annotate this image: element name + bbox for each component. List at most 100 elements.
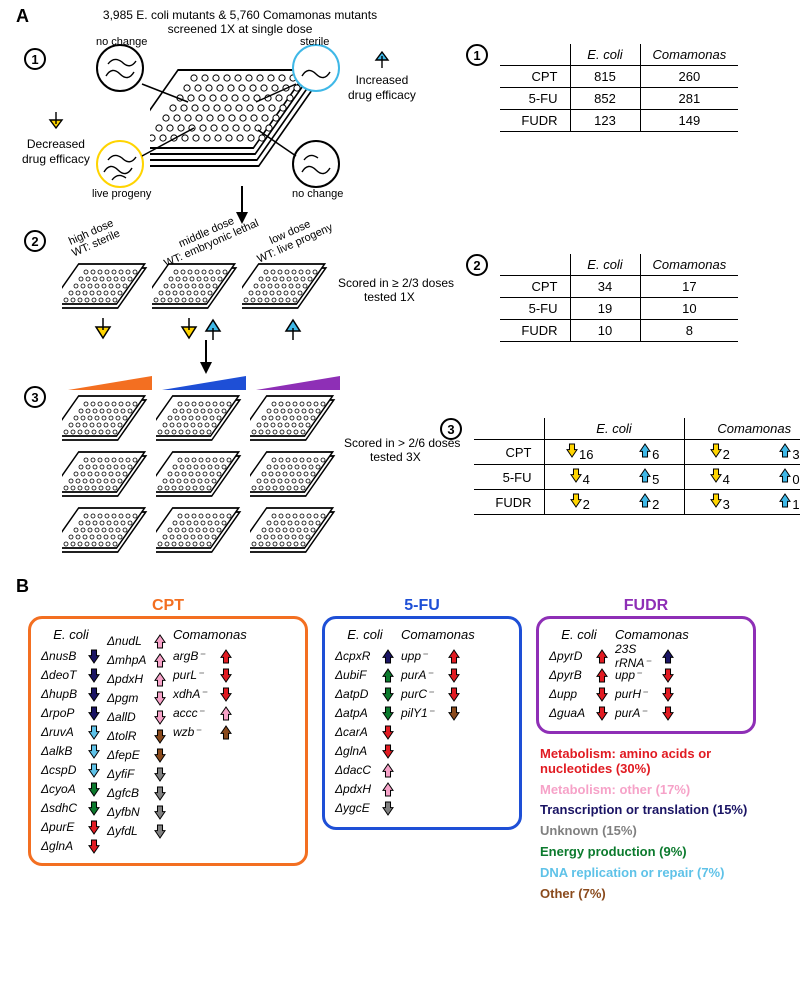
gene-row: ΔcpxR bbox=[335, 647, 395, 665]
panel-label-b: B bbox=[16, 576, 29, 597]
step-2-circle: 2 bbox=[24, 230, 46, 252]
gene-row: ΔyfbN bbox=[107, 803, 167, 821]
gene-row: ΔpyrB bbox=[549, 666, 609, 684]
gene-row: ΔcarA bbox=[335, 723, 395, 741]
dose-mid: middle doseWT: embryonic lethal bbox=[157, 206, 260, 270]
arrow-stage2-3 bbox=[196, 340, 216, 376]
cyan-arrow-s2c bbox=[282, 316, 304, 342]
gene-row: ΔnusB bbox=[41, 647, 101, 665]
gene-row: accc⁻ bbox=[173, 704, 247, 722]
category-legend: Metabolism: amino acids ornucleotides (3… bbox=[540, 744, 747, 904]
gene-row: ΔguaA bbox=[549, 704, 609, 722]
legend-item: Metabolism: other (17%) bbox=[540, 780, 747, 801]
gene-row: ΔnudL bbox=[107, 632, 167, 650]
gene-group-5fu: 5-FU E. coliΔcpxRΔubiFΔatpDΔatpAΔcarAΔgl… bbox=[322, 616, 522, 830]
cyan-arrow-s2b bbox=[202, 316, 224, 342]
plate-high bbox=[62, 262, 152, 320]
gene-row: purA⁻ bbox=[401, 666, 475, 684]
gene-row: purC⁻ bbox=[401, 685, 475, 703]
gene-row: ΔpdxH bbox=[107, 670, 167, 688]
table-3: E. coliComamonas CPT166235-FU4540FUDR223… bbox=[474, 418, 800, 515]
cyan-arrow-icon bbox=[373, 46, 391, 70]
gene-row: upp⁻ bbox=[401, 647, 475, 665]
gene-row: ΔubiF bbox=[335, 666, 395, 684]
gene-row: xdhA⁻ bbox=[173, 685, 247, 703]
gene-row: ΔyfiF bbox=[107, 765, 167, 783]
gene-row: ΔcspD bbox=[41, 761, 101, 779]
gene-row: ΔygcE bbox=[335, 799, 395, 817]
gene-row: ΔtolR bbox=[107, 727, 167, 745]
nochange-label-2: no change bbox=[292, 188, 343, 200]
fu-title: 5-FU bbox=[404, 597, 440, 615]
gene-row: ΔglnA bbox=[335, 742, 395, 760]
gene-row: ΔfepE bbox=[107, 746, 167, 764]
gene-row: ΔdeoT bbox=[41, 666, 101, 684]
step-1-circle: 1 bbox=[24, 48, 46, 70]
gene-row: ΔpurE bbox=[41, 818, 101, 836]
dose-low: low doseWT: live progeny bbox=[251, 211, 335, 266]
legend-item: Transcription or translation (15%) bbox=[540, 800, 747, 821]
gene-row: ΔcyoA bbox=[41, 780, 101, 798]
table-2: E. coliComamonas CPT34175-FU1910FUDR108 bbox=[500, 254, 738, 342]
panel-label-a: A bbox=[16, 6, 29, 27]
gene-group-fudr: FUDR E. coliΔpyrDΔpyrBΔuppΔguaAComamonas… bbox=[536, 616, 756, 734]
gene-row: ΔgfcB bbox=[107, 784, 167, 802]
gene-row: ΔpyrD bbox=[549, 647, 609, 665]
gene-row: ΔalkB bbox=[41, 742, 101, 760]
gene-row: ΔdacC bbox=[335, 761, 395, 779]
table-1: E. coliComamonas CPT8152605-FU852281FUDR… bbox=[500, 44, 738, 132]
plate-mid bbox=[152, 262, 242, 320]
gene-row: ΔatpA bbox=[335, 704, 395, 722]
gene-row: ΔatpD bbox=[335, 685, 395, 703]
gene-row: Δupp bbox=[549, 685, 609, 703]
callout-nochange-2 bbox=[292, 140, 340, 188]
gene-row: ΔyfdL bbox=[107, 822, 167, 840]
legend-item: Other (7%) bbox=[540, 884, 747, 905]
yellow-arrow-icon bbox=[47, 110, 65, 134]
sterile-label: sterile bbox=[300, 36, 329, 48]
top-caption-line1: 3,985 E. coli mutants & 5,760 Comamonas … bbox=[103, 8, 377, 22]
nochange-label-1: no change bbox=[96, 36, 147, 48]
callout-sterile bbox=[292, 44, 340, 92]
wedge-orange bbox=[68, 376, 154, 392]
gene-row: argB⁻ bbox=[173, 647, 247, 665]
gene-row: Δpgm bbox=[107, 689, 167, 707]
wedge-purple bbox=[256, 376, 342, 392]
plate-low bbox=[242, 262, 332, 320]
gene-row: wzb⁻ bbox=[173, 723, 247, 741]
callout-liveprogeny bbox=[96, 140, 144, 188]
gene-row: ΔpdxH bbox=[335, 780, 395, 798]
scored-23: Scored in ≥ 2/3 doses tested 1X bbox=[338, 276, 454, 304]
gene-row: ΔhupB bbox=[41, 685, 101, 703]
gene-row: ΔallD bbox=[107, 708, 167, 726]
gene-row: ΔruvA bbox=[41, 723, 101, 741]
step-1-circle-right: 1 bbox=[466, 44, 488, 66]
top-caption-line2: screened 1X at single dose bbox=[168, 22, 313, 36]
yellow-arrow-s2a bbox=[92, 316, 114, 342]
decreased-efficacy-label: Decreased drug efficacy bbox=[22, 110, 90, 166]
gene-row: 23S rRNA⁻ bbox=[615, 647, 689, 665]
step-3-circle: 3 bbox=[24, 386, 46, 408]
top-caption: 3,985 E. coli mutants & 5,760 Comamonas … bbox=[90, 8, 390, 36]
legend-item: DNA replication or repair (7%) bbox=[540, 863, 747, 884]
gene-row: ΔglnA bbox=[41, 837, 101, 855]
step-2-circle-right: 2 bbox=[466, 254, 488, 276]
gene-row: ΔsdhC bbox=[41, 799, 101, 817]
scored-26: Scored in > 2/6 doses tested 3X bbox=[344, 436, 460, 464]
legend-item: Energy production (9%) bbox=[540, 842, 747, 863]
cpt-title: CPT bbox=[152, 597, 184, 615]
gene-row: pilY1⁻ bbox=[401, 704, 475, 722]
gene-row: purH⁻ bbox=[615, 685, 689, 703]
gene-row: purA⁻ bbox=[615, 704, 689, 722]
wedge-blue bbox=[162, 376, 248, 392]
yellow-arrow-s2b bbox=[178, 316, 200, 342]
gene-row: ΔrpoP bbox=[41, 704, 101, 722]
dose-high: high doseWT: sterile bbox=[65, 217, 122, 260]
fudr-title: FUDR bbox=[624, 597, 668, 615]
gene-row: ΔmhpA bbox=[107, 651, 167, 669]
increased-efficacy-label: Increased drug efficacy bbox=[348, 46, 416, 102]
legend-item: Unknown (15%) bbox=[540, 821, 747, 842]
liveprogeny-label: live progeny bbox=[92, 188, 151, 200]
callout-nochange-1 bbox=[96, 44, 144, 92]
gene-row: purL⁻ bbox=[173, 666, 247, 684]
